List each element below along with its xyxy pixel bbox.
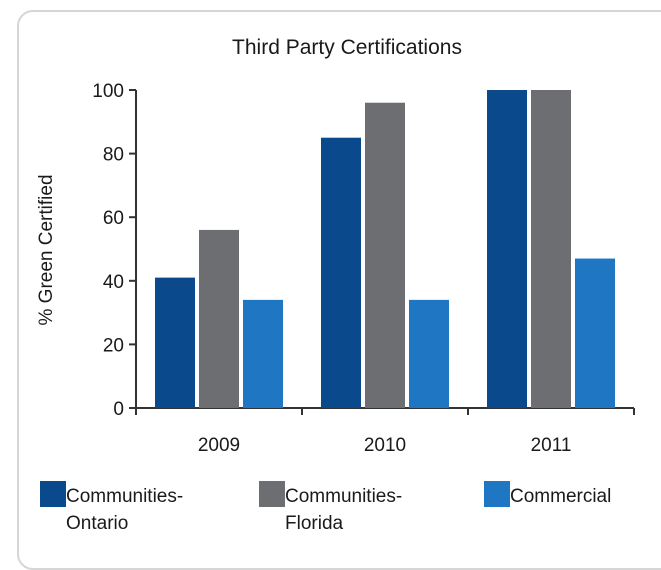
bar bbox=[243, 299, 283, 408]
x-tick-label: 2010 bbox=[364, 435, 406, 456]
legend-label: Commercial bbox=[510, 486, 611, 507]
y-tick-label: 80 bbox=[103, 145, 124, 166]
plot-area: 0 20 40 60 80 100 2009 2010 2011 bbox=[92, 81, 635, 456]
y-tick-label: 100 bbox=[92, 81, 124, 102]
legend-label: Ontario bbox=[66, 513, 128, 534]
legend-label: Florida bbox=[285, 513, 344, 534]
legend-label: Communities- bbox=[66, 486, 183, 507]
bar bbox=[409, 299, 449, 408]
bar bbox=[321, 137, 361, 408]
bar bbox=[575, 258, 615, 408]
bar bbox=[365, 102, 405, 408]
y-tick-label: 60 bbox=[103, 208, 124, 229]
legend: Communities- Ontario Communities- Florida Co… bbox=[40, 481, 611, 534]
x-tick-label: 2011 bbox=[531, 435, 572, 456]
y-tick-label: 0 bbox=[113, 399, 124, 420]
y-tick-label: 40 bbox=[103, 272, 124, 293]
bar bbox=[487, 90, 527, 408]
bar bbox=[199, 229, 239, 408]
chart-title: Third Party Certifications bbox=[232, 36, 462, 59]
bar bbox=[155, 277, 195, 408]
legend-label: Communities- bbox=[285, 486, 402, 507]
x-tick-label: 2009 bbox=[198, 435, 240, 456]
legend-swatch bbox=[40, 481, 66, 507]
legend-swatch bbox=[259, 481, 285, 507]
bar bbox=[531, 90, 571, 408]
y-axis-label: % Green Certified bbox=[36, 174, 57, 325]
legend-swatch bbox=[484, 481, 510, 507]
y-tick-label: 20 bbox=[103, 335, 124, 356]
bar-chart: Third Party Certifications % Green Certi… bbox=[36, 36, 635, 534]
